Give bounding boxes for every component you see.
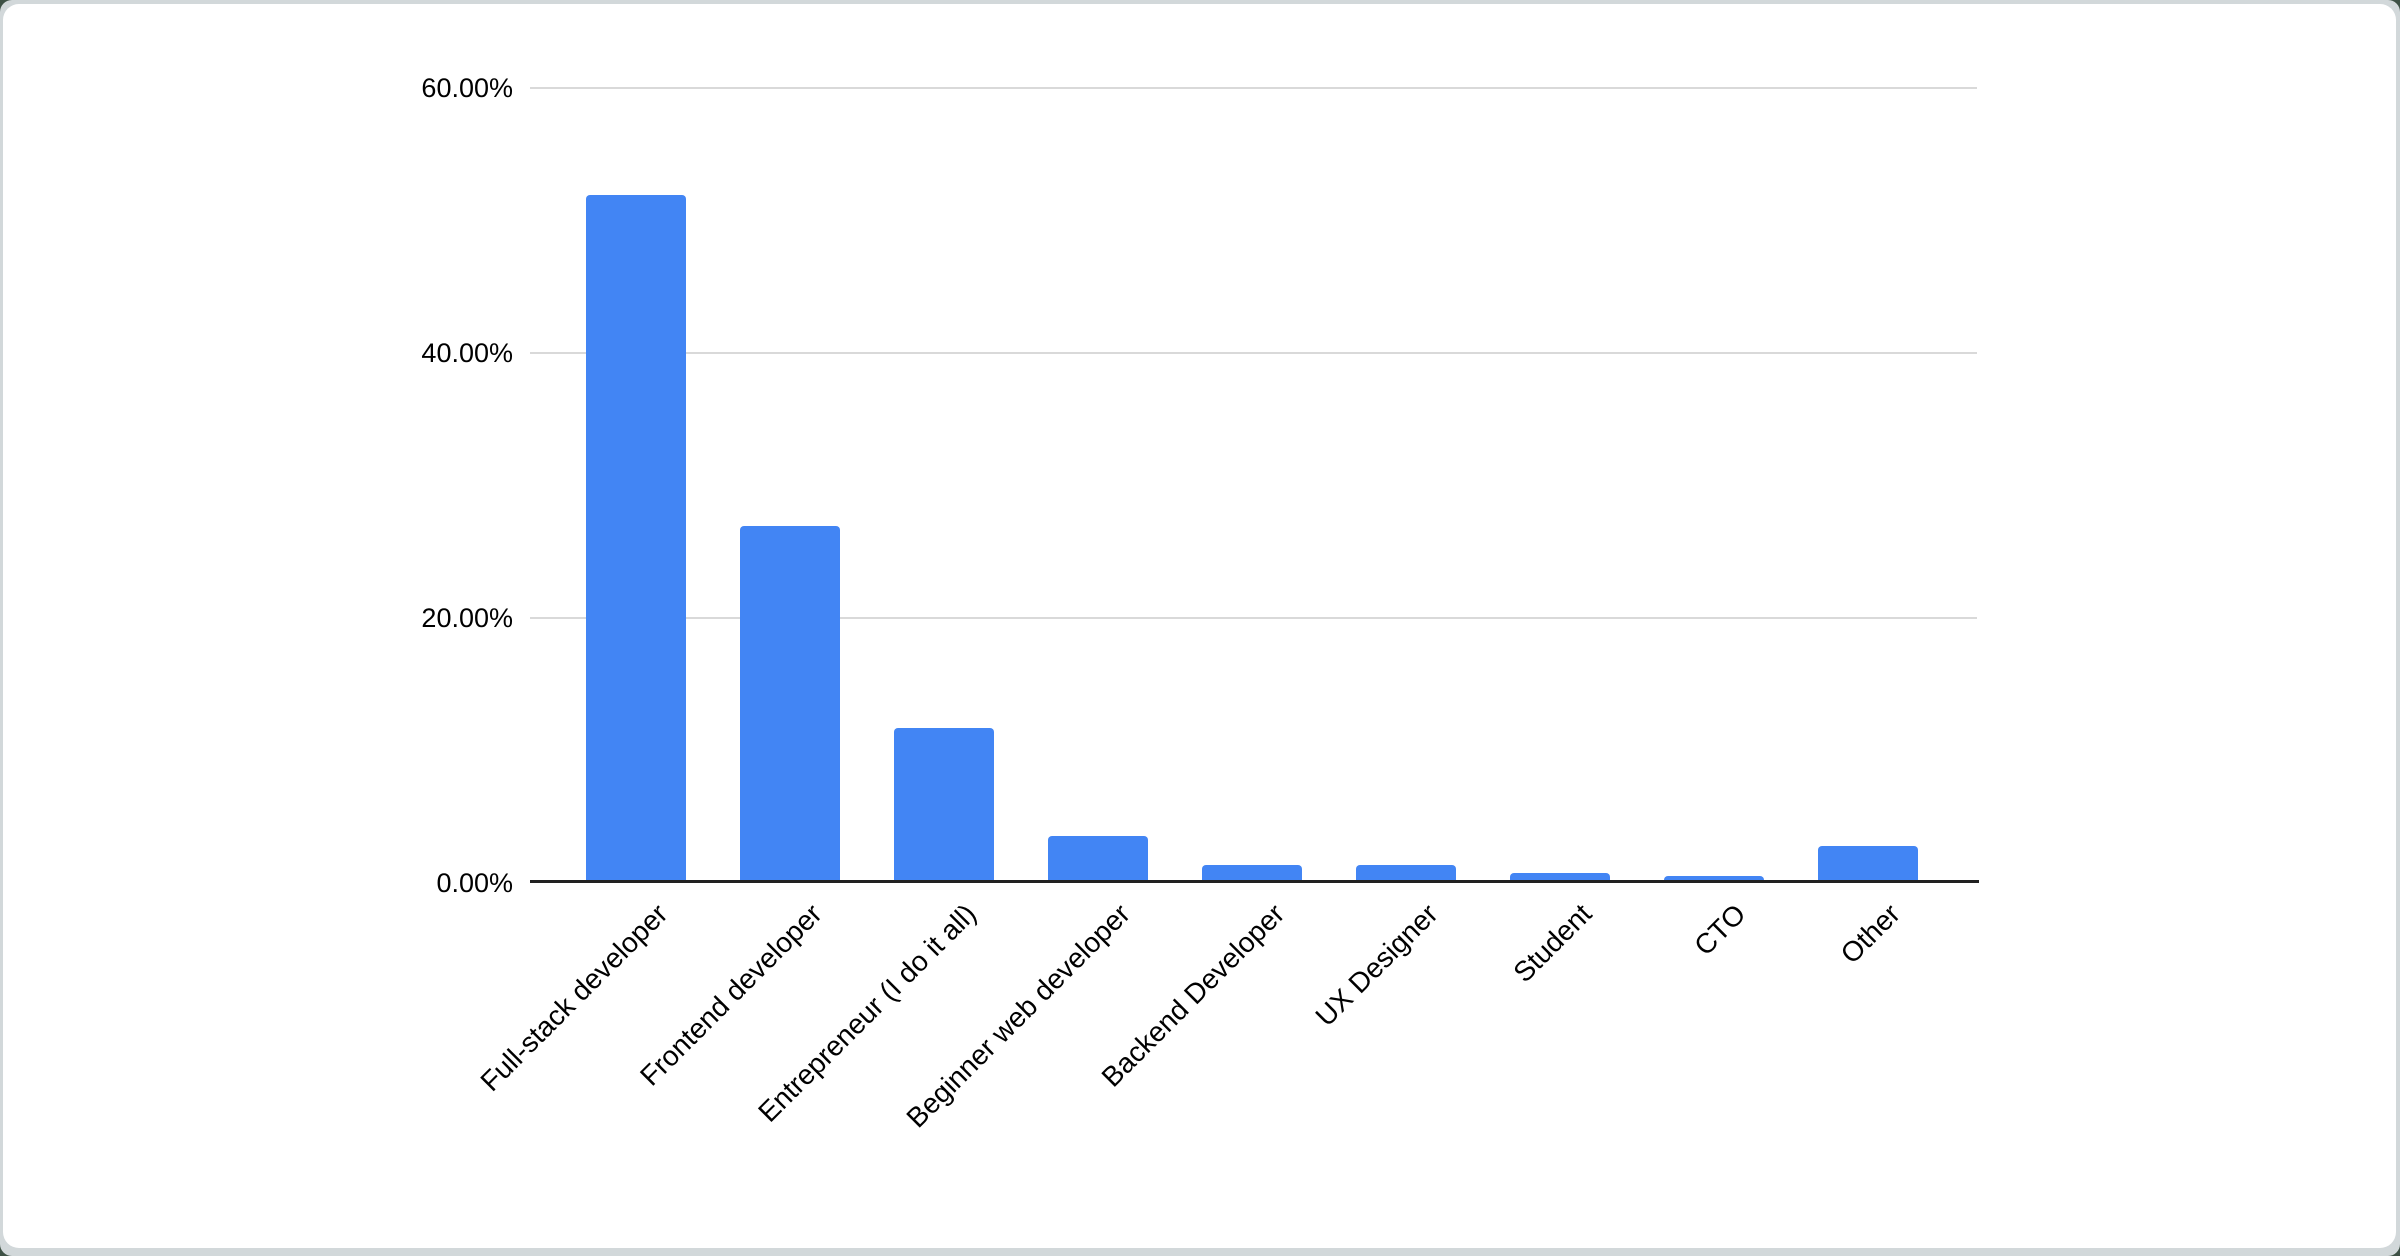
- gridline-20: [530, 617, 1977, 619]
- bar-other[interactable]: [1818, 846, 1918, 880]
- chart-card: [3, 4, 2396, 1248]
- y-tick-label-20: 20.00%: [421, 603, 513, 633]
- bar-frontend-developer[interactable]: [740, 526, 840, 880]
- bar-student[interactable]: [1510, 873, 1610, 880]
- bar-beginner-web-developer[interactable]: [1048, 836, 1148, 880]
- gridline-40: [530, 352, 1977, 354]
- bar-cto[interactable]: [1664, 876, 1764, 880]
- x-axis-line: [530, 880, 1979, 883]
- y-tick-label-40: 40.00%: [421, 338, 513, 368]
- bar-ux-designer[interactable]: [1356, 865, 1456, 880]
- y-tick-label-0: 0.00%: [436, 868, 513, 898]
- y-tick-label-60: 60.00%: [421, 73, 513, 103]
- bar-entrepreneur[interactable]: [894, 728, 994, 880]
- bar-backend-developer[interactable]: [1202, 865, 1302, 880]
- bar-full-stack-developer[interactable]: [586, 195, 686, 880]
- gridline-60: [530, 87, 1977, 89]
